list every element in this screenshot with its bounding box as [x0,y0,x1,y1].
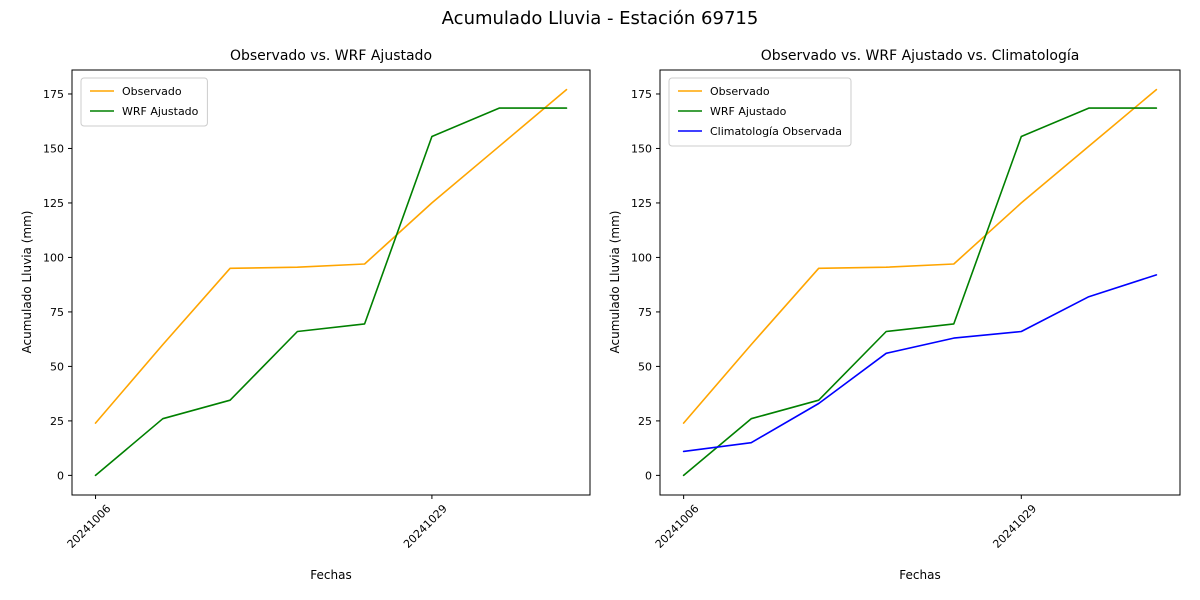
series-line-climatolog-a-observada [682,274,1158,453]
series-line-observado [94,88,568,424]
figure-title: Acumulado Lluvia - Estación 69715 [441,8,759,29]
legend-label: WRF Ajustado [122,105,199,118]
subplot-left: Observado vs. WRF Ajustado Acumulado Llu… [0,40,600,600]
x-tick-label: 20241029 [401,502,450,551]
y-tick-label: 125 [43,197,64,210]
y-tick-label: 175 [43,88,64,101]
y-tick-label: 125 [631,197,652,210]
y-tick-label: 150 [631,142,652,155]
legend-label: Climatología Observada [710,125,842,138]
x-tick-label: 20241029 [990,502,1039,551]
y-tick-label: 25 [638,415,652,428]
y-tick-label: 25 [50,415,64,428]
legend-box [668,77,852,147]
x-tick-label: 20241006 [65,502,114,551]
series-line-wrf-ajustado [682,107,1158,477]
y-tick-label: 0 [57,469,64,482]
legend-box [80,77,208,127]
right-plot-area: 0 25 50 75 100 125 150 175 20241006 20241029 Obser… [631,69,1181,551]
y-tick-label: 50 [50,360,64,373]
y-tick-label: 50 [638,360,652,373]
left-plot-area: 0 25 50 75 100 125 150 175 20241006 20241029 Obser… [43,69,591,551]
y-tick-label: 75 [50,306,64,319]
x-tick-label: 20241006 [653,502,702,551]
axes-box [659,69,1181,496]
legend-label: Observado [122,85,182,98]
y-tick-label: 0 [645,469,652,482]
left-chart-title: Observado vs. WRF Ajustado [229,48,433,64]
right-x-axis-label: Fechas [899,568,941,582]
axes-box [71,69,591,496]
series-line-observado [682,88,1158,424]
legend-label: WRF Ajustado [710,105,787,118]
series-line-wrf-ajustado [94,107,568,477]
left-x-axis-label: Fechas [310,568,352,582]
y-tick-label: 150 [43,142,64,155]
right-chart-title: Observado vs. WRF Ajustado vs. Climatolo… [760,48,1080,64]
y-tick-label: 100 [43,251,64,264]
subplot-right: Observado vs. WRF Ajustado vs. Climatolo… [600,40,1200,600]
y-tick-label: 100 [631,251,652,264]
y-tick-label: 175 [631,88,652,101]
y-tick-label: 75 [638,306,652,319]
legend-label: Observado [710,85,770,98]
